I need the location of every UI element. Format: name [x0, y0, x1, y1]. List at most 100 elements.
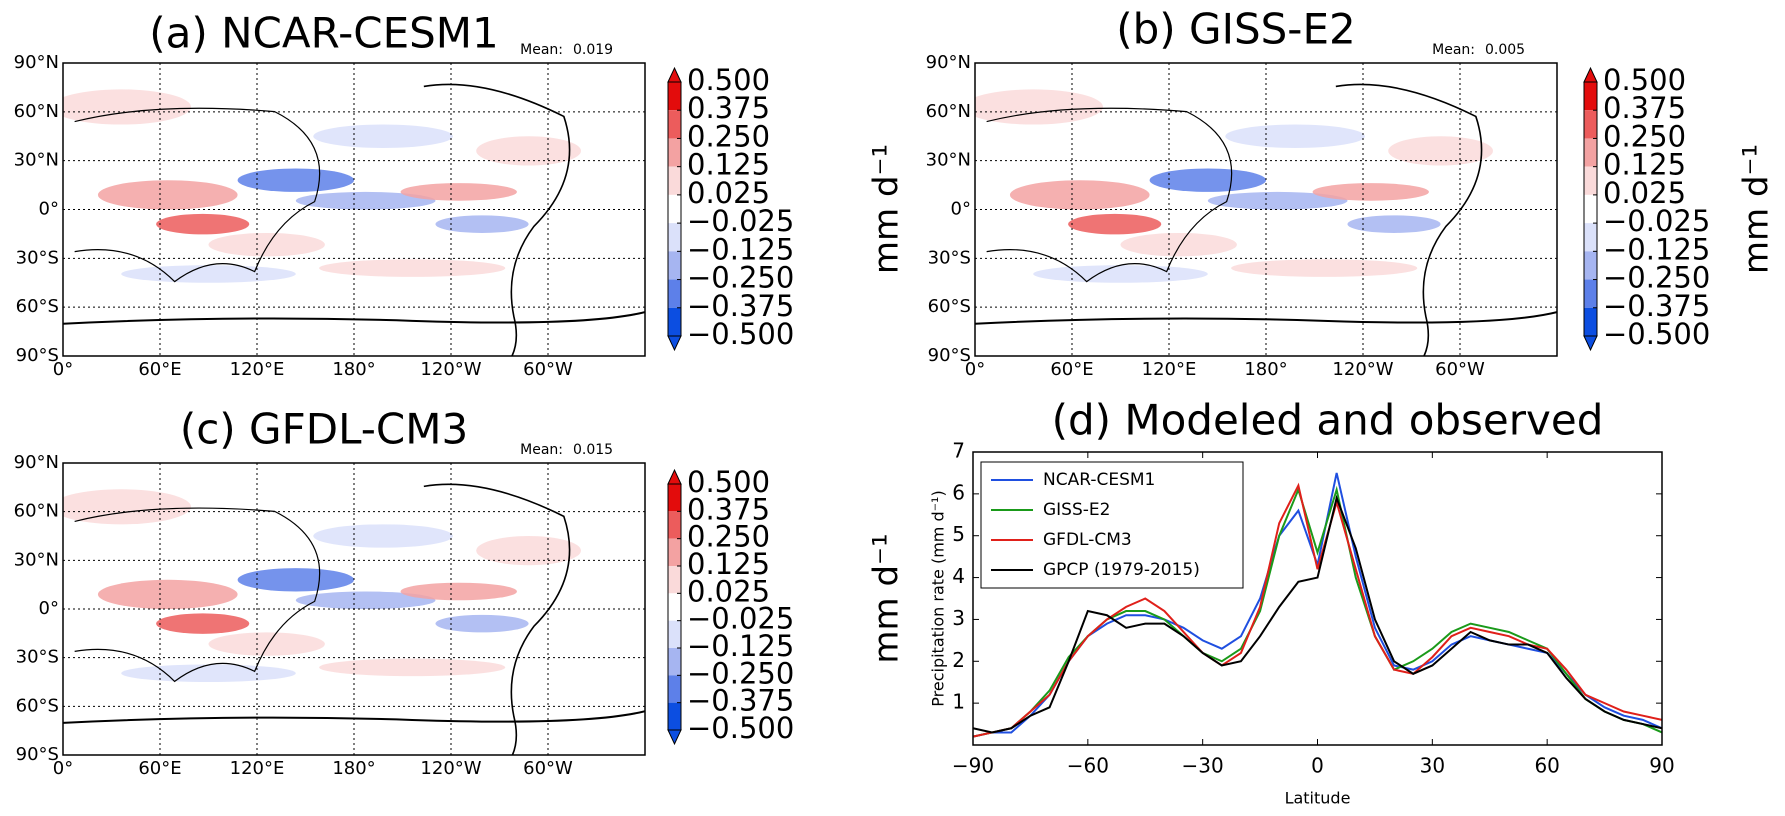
- colorbar-tick-label: −0.375: [687, 289, 794, 323]
- lon-tick-label: 0°: [53, 758, 73, 779]
- mean-label: Mean:: [520, 42, 563, 58]
- lon-tick-label: 60°E: [1050, 359, 1093, 380]
- colorbar-segment: [668, 566, 681, 594]
- unit-label: mm d⁻¹: [867, 533, 907, 663]
- colorbar-tick-label: −0.375: [687, 684, 794, 718]
- colorbar-tick-label: −0.500: [687, 711, 794, 745]
- lat-tick-label: 30°N: [14, 549, 59, 570]
- map-field: [63, 83, 645, 356]
- anomaly-patch: [295, 191, 436, 210]
- colorbar-extend: [1583, 335, 1598, 352]
- chart-title: (d) Modeled and observed: [1052, 396, 1604, 445]
- colorbar-tick-label: −0.125: [1603, 232, 1710, 266]
- colorbar-tick-label: 0.500: [687, 63, 770, 97]
- anomaly-patch: [237, 568, 354, 592]
- colorbar-segment: [668, 223, 681, 252]
- colorbar-extend: [1583, 66, 1598, 83]
- anomaly-patch: [208, 232, 325, 257]
- anomaly-patch: [1120, 232, 1237, 257]
- lat-tick-label: 60°N: [14, 501, 59, 522]
- colorbar-segment: [668, 702, 681, 730]
- y-tick-label: 1: [952, 690, 965, 714]
- anomaly-patch: [156, 213, 250, 235]
- mean-value: 0.015: [573, 442, 613, 458]
- colorbar-tick-label: 0.250: [687, 520, 770, 554]
- anomaly-patch: [313, 124, 453, 148]
- lon-tick-label: 120°W: [1332, 359, 1393, 380]
- colorbar-segment: [668, 511, 681, 539]
- coastline: [975, 311, 1557, 325]
- anomaly-patch: [476, 536, 581, 566]
- legend-label: GPCP (1979-2015): [1043, 560, 1200, 580]
- colorbar-tick-label: −0.250: [1603, 261, 1710, 295]
- colorbar-tick-label: −0.250: [687, 261, 794, 295]
- colorbar-segment: [1584, 82, 1597, 111]
- lat-tick-label: 30°N: [14, 150, 59, 171]
- x-tick-label: −90: [952, 754, 994, 778]
- anomaly-patch: [1225, 124, 1365, 148]
- y-tick-label: 5: [952, 522, 965, 546]
- lat-tick-label: 90°N: [926, 52, 971, 73]
- colorbar-segment: [1584, 279, 1597, 308]
- map-field: [63, 483, 645, 755]
- colorbar-segment: [668, 138, 681, 167]
- colorbar-tick-label: −0.500: [1603, 317, 1710, 351]
- colorbar-segment: [668, 82, 681, 111]
- map-frame: [974, 62, 1558, 357]
- anomaly-patch: [1149, 168, 1267, 192]
- lat-tick-label: 90°N: [14, 52, 59, 73]
- colorbar-extend: [667, 335, 682, 352]
- anomaly-patch: [975, 89, 1104, 125]
- colorbar-tick-label: 0.250: [687, 119, 770, 153]
- colorbar-segment: [1584, 307, 1597, 336]
- lon-tick-label: 120°W: [420, 359, 481, 380]
- coastline: [74, 107, 321, 283]
- colorbar-segment: [1584, 194, 1597, 224]
- colorbar-segment: [668, 538, 681, 566]
- colorbar-segment: [668, 484, 681, 512]
- y-tick-label: 4: [952, 564, 965, 588]
- lon-tick-label: 0°: [53, 359, 73, 380]
- map-title: (b) GISS-E2: [1116, 5, 1355, 54]
- map-title: (a) NCAR-CESM1: [149, 9, 498, 58]
- anomaly-patch: [476, 136, 581, 166]
- anomaly-patch: [295, 591, 436, 609]
- lon-tick-label: 60°E: [138, 359, 181, 380]
- anomaly-patch: [435, 614, 529, 633]
- map-frame: [62, 462, 646, 756]
- map-frame: [62, 62, 646, 357]
- colorbar-tick-label: 0.375: [1603, 91, 1686, 125]
- map-title: (c) GFDL-CM3: [180, 405, 468, 454]
- coastline: [986, 107, 1233, 283]
- colorbar-tick-label: 0.375: [687, 492, 770, 526]
- lon-tick-label: 60°W: [1435, 359, 1485, 380]
- anomaly-patch: [1009, 180, 1150, 210]
- lon-tick-label: 0°: [965, 359, 985, 380]
- mean-value: 0.019: [573, 42, 613, 58]
- colorbar-tick-label: 0.125: [687, 148, 770, 182]
- anomaly-patch: [313, 524, 453, 548]
- lat-tick-label: 30°S: [928, 247, 971, 268]
- x-tick-label: −60: [1067, 754, 1109, 778]
- colorbar-label: mm d⁻¹: [867, 144, 907, 274]
- lat-tick-label: 60°N: [926, 101, 971, 122]
- colorbar-tick-label: 0.025: [1603, 176, 1686, 210]
- x-tick-label: 90: [1649, 754, 1674, 778]
- anomaly-patch: [1207, 191, 1348, 210]
- x-tick-label: −30: [1182, 754, 1224, 778]
- colorbar-segment: [668, 307, 681, 336]
- y-tick-label: 7: [952, 439, 965, 463]
- legend-box: [980, 461, 1244, 589]
- anomaly-patch: [97, 180, 238, 210]
- coastline: [63, 710, 645, 724]
- mean-label: Mean:: [1432, 42, 1475, 58]
- mean-label: Mean:: [520, 442, 563, 458]
- colorbar-frame: [1583, 81, 1598, 337]
- colorbar-tick-label: −0.025: [1603, 204, 1710, 238]
- lat-tick-label: 0°: [39, 199, 59, 220]
- lat-tick-label: 60°N: [14, 101, 59, 122]
- lat-tick-label: 60°S: [16, 695, 59, 716]
- colorbar-segment: [668, 648, 681, 676]
- anomaly-patch: [1388, 136, 1493, 166]
